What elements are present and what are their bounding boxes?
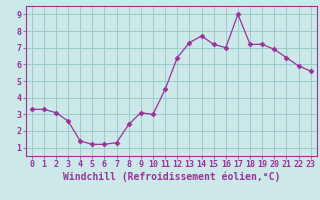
- X-axis label: Windchill (Refroidissement éolien,°C): Windchill (Refroidissement éolien,°C): [62, 172, 280, 182]
